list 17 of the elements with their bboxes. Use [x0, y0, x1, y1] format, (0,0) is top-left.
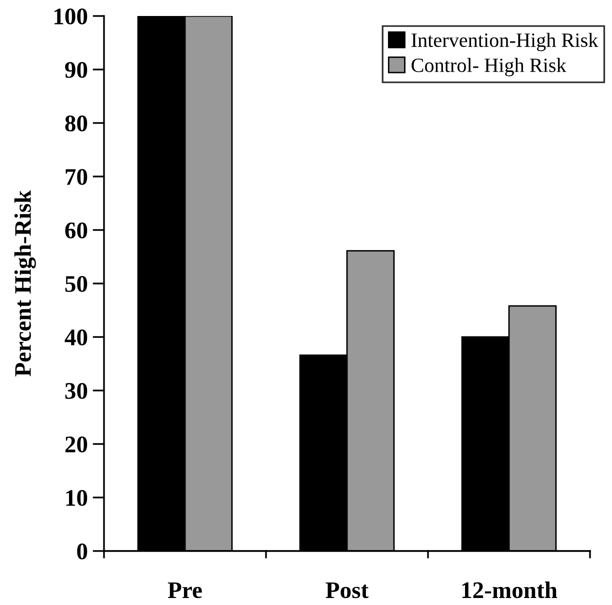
y-tick-label: 50 — [65, 276, 88, 292]
x-tick-label: Post — [326, 582, 369, 598]
y-tick-label: 0 — [77, 543, 88, 560]
y-tick-label: 100 — [54, 8, 88, 24]
y-tick-label: 20 — [65, 436, 88, 452]
y-tick-label: 80 — [65, 115, 88, 132]
y-tick-label: 70 — [66, 168, 88, 185]
y-tick-label: 30 — [65, 382, 88, 399]
x-tick-label: 12-month — [462, 582, 558, 598]
y-tick-label: 10 — [66, 490, 88, 506]
legend-label: Intervention-High Risk — [412, 32, 598, 52]
y-tick-label: 60 — [65, 222, 88, 238]
y-tick-label: 40 — [64, 329, 88, 346]
legend-label: Control- High Risk — [412, 58, 566, 76]
x-tick-label: Pre — [168, 582, 202, 598]
y-axis-title: Percent High-Risk — [14, 190, 36, 376]
y-tick-label: 90 — [65, 62, 88, 78]
